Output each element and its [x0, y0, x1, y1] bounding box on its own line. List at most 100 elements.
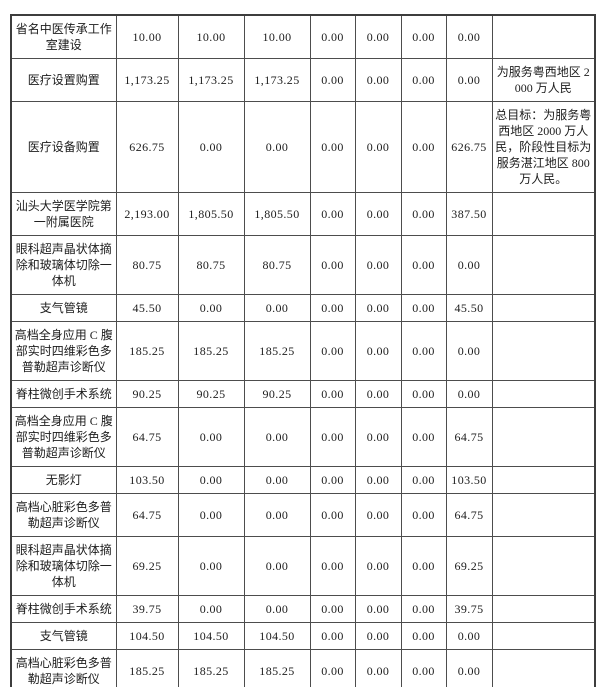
- table-row: 眼科超声晶状体摘除和玻璃体切除一体机 69.25 0.00 0.00 0.00 0.00 0…: [10, 536, 596, 596]
- amount-cell: 39.75: [445, 595, 493, 623]
- table-row: 脊柱微创手术系统 39.75 0.00 0.00 0.00 0.00 0.00 39.75: [10, 595, 596, 623]
- amount-cell: 0.00: [177, 493, 245, 537]
- amount-cell: 103.50: [115, 466, 179, 494]
- amount-cell: 45.50: [115, 294, 179, 322]
- amount-cell: 0.00: [243, 101, 311, 193]
- amount-cell: 90.25: [115, 380, 179, 408]
- row-label-cell: 医疗设置购置: [10, 58, 117, 102]
- row-label-cell: 脊柱微创手术系统: [10, 380, 117, 408]
- amount-cell: 0.00: [400, 622, 447, 650]
- amount-cell: 0.00: [445, 58, 493, 102]
- amount-cell: 0.00: [400, 536, 447, 596]
- table-row: 省名中医传承工作室建设 10.00 10.00 10.00 0.00 0.00 0.00 0.…: [10, 14, 596, 59]
- amount-cell: 0.00: [354, 649, 402, 687]
- table-row: 眼科超声晶状体摘除和玻璃体切除一体机 80.75 80.75 80.75 0.00 0.0…: [10, 235, 596, 295]
- note-cell: 总目标：为服务粤西地区 2000 万人民，阶段性目标为服务湛江地区 800 万人…: [491, 101, 596, 193]
- amount-cell: 0.00: [400, 321, 447, 381]
- amount-cell: 103.50: [445, 466, 493, 494]
- amount-cell: 10.00: [115, 14, 179, 59]
- amount-cell: 64.75: [445, 493, 493, 537]
- row-label-cell: 高档心脏彩色多普勒超声诊断仪: [10, 493, 117, 537]
- table-body: 省名中医传承工作室建设 10.00 10.00 10.00 0.00 0.00 0.00 0.…: [10, 14, 596, 687]
- amount-cell: 0.00: [354, 466, 402, 494]
- row-label-cell: 汕头大学医学院第一附属医院: [10, 192, 117, 236]
- amount-cell: 0.00: [177, 466, 245, 494]
- amount-cell: 104.50: [177, 622, 245, 650]
- note-cell: 为服务粤西地区 2000 万人民: [491, 58, 596, 102]
- amount-cell: 0.00: [400, 466, 447, 494]
- amount-cell: 0.00: [354, 407, 402, 467]
- amount-cell: 104.50: [243, 622, 311, 650]
- amount-cell: 0.00: [243, 536, 311, 596]
- note-cell: [491, 407, 596, 467]
- amount-cell: 0.00: [309, 321, 356, 381]
- note-cell: [491, 595, 596, 623]
- amount-cell: 185.25: [243, 649, 311, 687]
- table-row: 汕头大学医学院第一附属医院 2,193.00 1,805.50 1,805.50 0.0…: [10, 192, 596, 236]
- row-label-cell: 眼科超声晶状体摘除和玻璃体切除一体机: [10, 536, 117, 596]
- amount-cell: 0.00: [445, 380, 493, 408]
- amount-cell: 0.00: [309, 595, 356, 623]
- amount-cell: 0.00: [243, 466, 311, 494]
- amount-cell: 0.00: [177, 407, 245, 467]
- amount-cell: 0.00: [400, 58, 447, 102]
- amount-cell: 64.75: [115, 493, 179, 537]
- amount-cell: 0.00: [309, 380, 356, 408]
- amount-cell: 0.00: [309, 493, 356, 537]
- amount-cell: 0.00: [445, 321, 493, 381]
- amount-cell: 64.75: [115, 407, 179, 467]
- amount-cell: 39.75: [115, 595, 179, 623]
- row-label-cell: 高档心脏彩色多普勒超声诊断仪: [10, 649, 117, 687]
- row-label-cell: 高档全身应用 C 腹部实时四维彩色多普勒超声诊断仪: [10, 407, 117, 467]
- amount-cell: 69.25: [115, 536, 179, 596]
- amount-cell: 0.00: [309, 407, 356, 467]
- amount-cell: 0.00: [177, 101, 245, 193]
- amount-cell: 0.00: [309, 622, 356, 650]
- row-label-cell: 支气管镜: [10, 622, 117, 650]
- table-row: 支气管镜 45.50 0.00 0.00 0.00 0.00 0.00 45.50: [10, 294, 596, 322]
- amount-cell: 69.25: [445, 536, 493, 596]
- amount-cell: 104.50: [115, 622, 179, 650]
- amount-cell: 0.00: [309, 466, 356, 494]
- note-cell: [491, 192, 596, 236]
- amount-cell: 0.00: [309, 58, 356, 102]
- amount-cell: 0.00: [400, 380, 447, 408]
- amount-cell: 10.00: [177, 14, 245, 59]
- amount-cell: 0.00: [354, 622, 402, 650]
- amount-cell: 0.00: [400, 493, 447, 537]
- amount-cell: 0.00: [400, 101, 447, 193]
- amount-cell: 80.75: [177, 235, 245, 295]
- note-cell: [491, 536, 596, 596]
- amount-cell: 185.25: [115, 649, 179, 687]
- amount-cell: 0.00: [309, 536, 356, 596]
- amount-cell: 0.00: [243, 493, 311, 537]
- amount-cell: 626.75: [445, 101, 493, 193]
- amount-cell: 0.00: [354, 595, 402, 623]
- table-row: 高档心脏彩色多普勒超声诊断仪 64.75 0.00 0.00 0.00 0.00 0.00 6…: [10, 493, 596, 537]
- row-label-cell: 眼科超声晶状体摘除和玻璃体切除一体机: [10, 235, 117, 295]
- table-row: 医疗设备购置 626.75 0.00 0.00 0.00 0.00 0.00 626.75 总目…: [10, 101, 596, 193]
- note-cell: [491, 235, 596, 295]
- amount-cell: 0.00: [354, 294, 402, 322]
- amount-cell: 2,193.00: [115, 192, 179, 236]
- amount-cell: 0.00: [309, 101, 356, 193]
- amount-cell: 1,173.25: [243, 58, 311, 102]
- amount-cell: 0.00: [354, 493, 402, 537]
- note-cell: [491, 622, 596, 650]
- row-label-cell: 脊柱微创手术系统: [10, 595, 117, 623]
- table-row: 无影灯 103.50 0.00 0.00 0.00 0.00 0.00 103.50: [10, 466, 596, 494]
- amount-cell: 185.25: [177, 649, 245, 687]
- amount-cell: 0.00: [400, 192, 447, 236]
- amount-cell: 1,173.25: [177, 58, 245, 102]
- amount-cell: 0.00: [354, 380, 402, 408]
- note-cell: [491, 14, 596, 59]
- table-row: 高档全身应用 C 腹部实时四维彩色多普勒超声诊断仪 185.25 185.25 185…: [10, 321, 596, 381]
- amount-cell: 0.00: [400, 14, 447, 59]
- amount-cell: 185.25: [243, 321, 311, 381]
- amount-cell: 10.00: [243, 14, 311, 59]
- amount-cell: 0.00: [400, 595, 447, 623]
- amount-cell: 626.75: [115, 101, 179, 193]
- amount-cell: 0.00: [445, 14, 493, 59]
- amount-cell: 0.00: [243, 294, 311, 322]
- row-label-cell: 支气管镜: [10, 294, 117, 322]
